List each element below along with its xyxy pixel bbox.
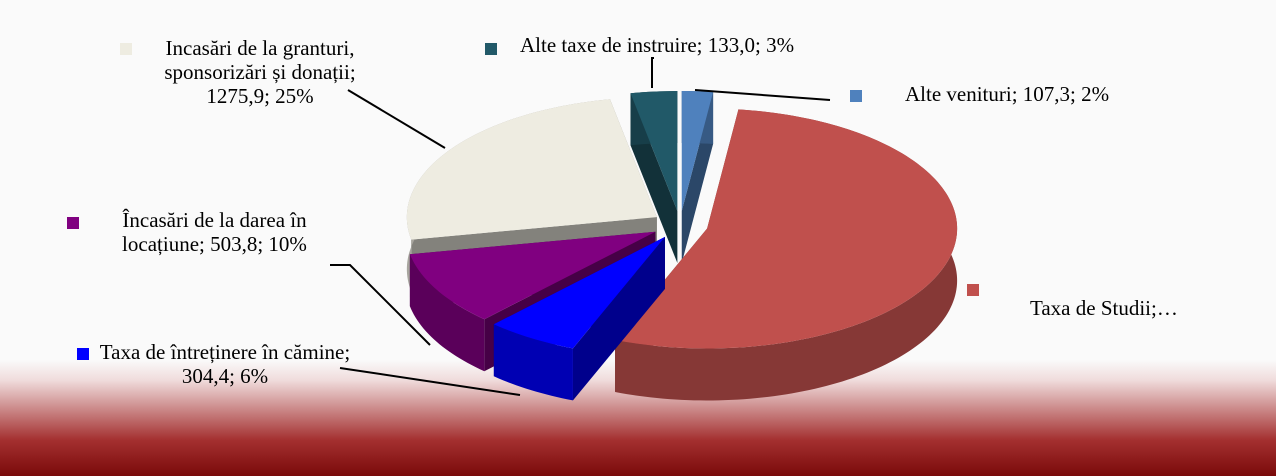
leader-line — [694, 89, 831, 101]
slice — [615, 109, 958, 401]
slice-top — [681, 91, 714, 212]
slice-top — [630, 91, 678, 212]
data-label: Taxa de Studii;… — [1030, 296, 1178, 320]
legend-swatch — [120, 43, 132, 55]
pie — [406, 91, 958, 401]
slice-top — [615, 109, 958, 349]
slice-wall — [493, 324, 573, 401]
slice — [630, 91, 678, 264]
slice — [681, 91, 714, 264]
legend-swatch — [850, 90, 862, 102]
slice-top — [409, 231, 656, 320]
leader-line — [347, 89, 446, 149]
slice — [493, 236, 665, 401]
legend-swatch — [77, 348, 89, 360]
data-label: Taxa de întreținere în cămine; 304,4; 6% — [99, 340, 351, 388]
slice — [406, 99, 657, 292]
data-label: Alte taxe de instruire; 133,0; 3% — [520, 33, 795, 57]
data-label: Incasări de la granturi, sponsorizări și… — [164, 36, 356, 108]
leader-line — [651, 57, 654, 88]
data-label: Încasări de la darea în locațiune; 503,8… — [122, 208, 307, 256]
legend-swatch — [967, 284, 979, 296]
data-label: Alte venituri; 107,3; 2% — [905, 82, 1110, 106]
slice-top — [493, 236, 665, 349]
leader-line — [339, 367, 521, 396]
slice-top — [406, 99, 657, 240]
slice-wall — [409, 254, 485, 372]
leader-line — [330, 264, 431, 346]
legend-swatch — [485, 43, 497, 55]
leader-lines — [330, 57, 831, 396]
legend-swatch — [67, 217, 79, 229]
